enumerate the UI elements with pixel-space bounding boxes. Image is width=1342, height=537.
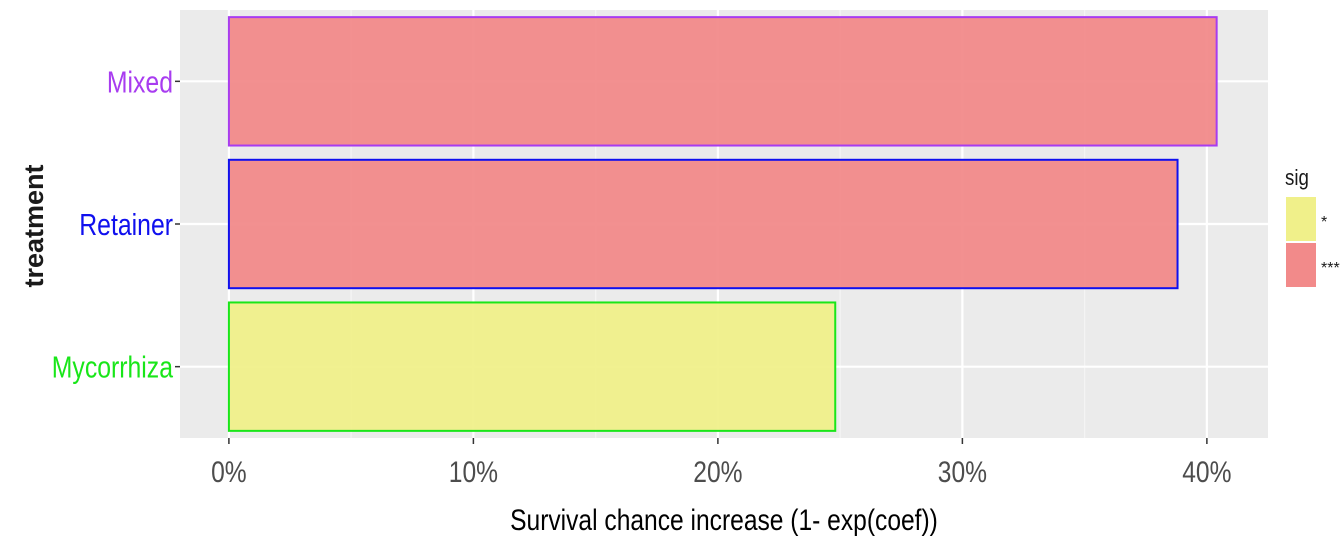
y-tick-label: Mixed <box>107 65 173 99</box>
legend-key <box>1286 197 1316 241</box>
y-tick-label: Retainer <box>79 207 173 241</box>
x-tick-label: 10% <box>449 455 498 489</box>
y-axis-title: treatment <box>19 164 49 287</box>
y-axis-ticks: Mixed Retainer Mycorrhiza <box>52 65 180 384</box>
x-tick-label: 30% <box>938 455 987 489</box>
y-tick-label: Mycorrhiza <box>52 350 174 384</box>
x-axis-ticks: 0% 10% 20% 30% 40% <box>211 438 1231 489</box>
x-axis-title: Survival chance increase (1- exp(coef)) <box>510 503 938 537</box>
legend-label: * <box>1321 214 1327 231</box>
x-tick-label: 40% <box>1182 455 1231 489</box>
legend-label: *** <box>1321 260 1340 277</box>
legend-key <box>1286 243 1316 287</box>
x-tick-label: 20% <box>693 455 742 489</box>
legend: sig **** <box>1285 167 1340 287</box>
legend-title: sig <box>1285 167 1309 191</box>
bar-mycorrhiza <box>227 301 837 432</box>
x-tick-label: 0% <box>211 455 247 489</box>
bar-retainer <box>227 158 1179 290</box>
bar-mixed <box>227 16 1218 147</box>
bars <box>227 16 1218 432</box>
